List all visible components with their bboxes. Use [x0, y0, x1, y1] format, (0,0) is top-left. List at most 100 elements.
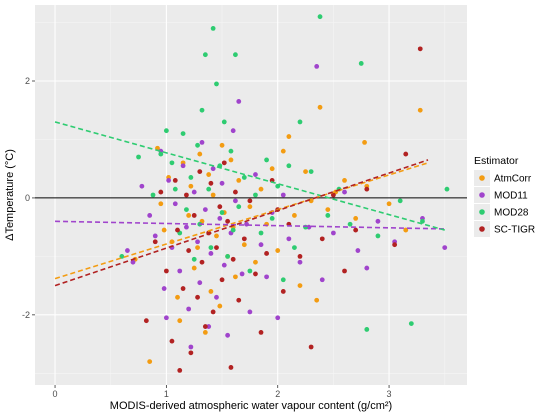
data-point-sc-tigr [195, 294, 200, 300]
data-point-mod11 [147, 213, 153, 218]
legend-key-atmcorr [479, 175, 485, 181]
data-point-atmcorr [161, 227, 167, 233]
data-point-mod11 [206, 324, 212, 329]
data-point-sc-tigr [392, 242, 398, 248]
data-point-mod11 [130, 259, 136, 265]
data-point-sc-tigr [202, 324, 208, 329]
data-point-mod28 [308, 169, 314, 175]
data-point-sc-tigr [236, 297, 242, 303]
data-point-mod28 [375, 233, 381, 239]
data-point-mod28 [169, 160, 175, 166]
data-point-mod11 [375, 218, 381, 224]
data-point-atmcorr [186, 213, 192, 218]
data-point-mod11 [186, 306, 192, 312]
data-point-mod11 [188, 344, 194, 350]
data-point-sc-tigr [353, 227, 359, 233]
data-point-sc-tigr [217, 204, 223, 210]
data-point-mod28 [253, 192, 258, 198]
x-axis-title: MODIS-derived atmospheric water vapour c… [110, 400, 392, 412]
y-tick-label: 2 [25, 76, 30, 86]
data-point-mod28 [444, 186, 450, 192]
data-point-mod28 [230, 227, 236, 233]
data-point-mod11 [364, 265, 370, 271]
data-point-atmcorr [214, 233, 219, 239]
data-point-mod11 [161, 286, 167, 291]
data-point-sc-tigr [180, 286, 186, 291]
data-point-sc-tigr [158, 189, 164, 195]
legend-title: Estimator [474, 155, 519, 167]
data-point-sc-tigr [264, 251, 269, 256]
data-point-atmcorr [253, 259, 258, 265]
data-point-sc-tigr [225, 218, 231, 224]
data-point-mod11 [275, 315, 281, 321]
data-point-atmcorr [286, 134, 292, 139]
data-point-mod28 [184, 207, 189, 213]
data-point-sc-tigr [214, 245, 219, 251]
data-point-mod11 [166, 177, 172, 183]
legend-key-mod11 [479, 192, 485, 198]
x-tick-label: 1 [164, 389, 169, 399]
x-axis-ticks: 0 1 2 3 [53, 385, 392, 399]
legend: Estimator AtmCorr MOD11 MOD28 SC-TIGR [474, 155, 535, 237]
data-point-mod28 [420, 218, 425, 224]
data-point-sc-tigr [199, 259, 205, 265]
data-point-atmcorr [175, 294, 180, 300]
x-tick-label: 0 [53, 389, 58, 399]
data-point-mod28 [210, 25, 216, 31]
data-point-atmcorr [386, 201, 392, 207]
plot-panel [35, 5, 467, 385]
data-point-sc-tigr [233, 189, 238, 195]
data-point-mod11 [247, 309, 253, 315]
data-point-atmcorr [292, 213, 297, 218]
data-point-mod28 [202, 52, 208, 58]
data-point-mod11 [319, 277, 325, 283]
trend-line-sc-tigr [54, 159, 429, 287]
data-point-mod11 [177, 268, 183, 274]
data-point-mod28 [269, 215, 275, 221]
data-point-mod28 [236, 204, 242, 210]
data-point-mod11 [184, 224, 189, 230]
data-point-atmcorr [314, 297, 320, 303]
data-point-mod28 [297, 119, 303, 125]
data-point-atmcorr [297, 283, 303, 289]
data-point-mod11 [217, 215, 223, 221]
data-point-sc-tigr [308, 344, 314, 350]
data-point-mod11 [330, 230, 336, 236]
data-point-mod11 [225, 332, 231, 338]
data-point-atmcorr [317, 104, 323, 110]
data-point-mod11 [230, 128, 236, 134]
data-point-sc-tigr [247, 198, 253, 204]
data-point-mod28 [317, 14, 323, 20]
data-point-sc-tigr [417, 46, 423, 52]
data-point-mod28 [325, 213, 331, 218]
legend-key-sc-tigr [479, 226, 485, 232]
data-point-sc-tigr [184, 192, 189, 198]
data-point-mod28 [228, 148, 234, 154]
data-point-mod11 [219, 180, 225, 186]
data-point-atmcorr [258, 186, 264, 192]
data-point-sc-tigr [297, 253, 303, 259]
data-point-mod28 [221, 119, 227, 125]
data-point-atmcorr [202, 329, 208, 335]
data-point-sc-tigr [258, 329, 264, 335]
data-point-atmcorr [158, 201, 164, 207]
data-point-mod11 [355, 248, 361, 253]
data-point-mod11 [210, 166, 216, 172]
data-point-mod28 [163, 128, 169, 134]
x-tick-label: 2 [275, 389, 280, 399]
data-point-mod11 [152, 233, 158, 239]
data-point-mod28 [206, 186, 212, 192]
data-point-sc-tigr [221, 160, 227, 166]
data-point-atmcorr [228, 157, 234, 163]
data-point-mod28 [358, 61, 364, 66]
data-point-atmcorr [147, 359, 153, 365]
data-point-sc-tigr [175, 227, 180, 233]
data-point-mod28 [241, 175, 247, 180]
data-point-mod11 [199, 139, 205, 145]
data-point-mod28 [397, 198, 403, 204]
data-point-mod28 [188, 175, 194, 180]
data-point-mod28 [233, 52, 238, 58]
data-point-sc-tigr [319, 236, 325, 242]
data-point-sc-tigr [186, 248, 192, 253]
data-point-mod28 [225, 253, 231, 259]
